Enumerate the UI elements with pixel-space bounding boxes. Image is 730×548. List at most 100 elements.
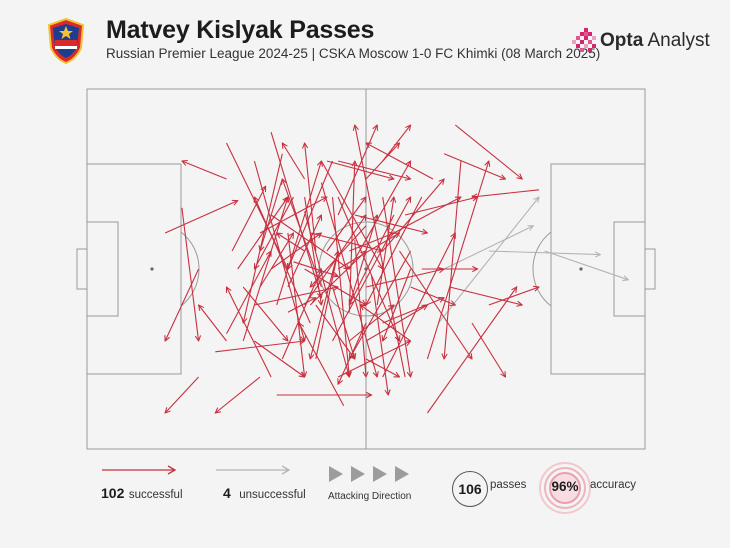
successful-pass-arrow bbox=[181, 207, 199, 341]
successful-pass-arrow bbox=[348, 161, 355, 313]
successful-pass-arrow bbox=[287, 298, 316, 313]
successful-pass-arrow bbox=[349, 250, 412, 359]
successful-pass-arrow bbox=[215, 376, 261, 413]
successful-pass-arrow bbox=[270, 233, 321, 270]
successful-pass-arrow bbox=[366, 196, 423, 305]
successful-pass-arrow bbox=[337, 233, 399, 270]
successful-pass-arrow bbox=[382, 233, 456, 378]
unsuccessful-stat: 4 unsuccessful bbox=[223, 485, 306, 503]
left-penalty-arc bbox=[180, 231, 200, 307]
brand: Opta Analyst bbox=[568, 26, 710, 56]
successful-count: 102 bbox=[101, 485, 125, 501]
successful-pass-arrow bbox=[365, 143, 400, 180]
accuracy-value: 96% bbox=[551, 479, 579, 494]
page-title: Matvey Kislyak Passes bbox=[106, 16, 375, 44]
successful-pass-arrow bbox=[348, 305, 394, 342]
left-six-yard-box bbox=[86, 221, 119, 317]
successful-pass-arrow bbox=[227, 287, 272, 378]
successful-pass-arrow bbox=[365, 358, 400, 377]
successful-pass-arrow bbox=[277, 233, 305, 252]
unsuccessful-label: unsuccessful bbox=[239, 489, 306, 501]
successful-pass-arrow bbox=[282, 143, 306, 180]
unsuccessful-count: 4 bbox=[223, 485, 231, 501]
right-penalty-spot bbox=[579, 267, 583, 271]
successful-pass-arrow bbox=[231, 186, 266, 252]
successful-pass-arrow bbox=[331, 286, 355, 359]
successful-pass-arrow bbox=[242, 286, 288, 341]
successful-pass-arrow bbox=[472, 189, 540, 197]
successful-pass-arrow bbox=[310, 250, 339, 359]
successful-pass-arrow bbox=[254, 196, 294, 269]
cska-moscow-crest-icon bbox=[47, 18, 85, 64]
left-penalty-spot bbox=[150, 267, 154, 271]
attacking-direction-label: Attacking Direction bbox=[328, 491, 412, 502]
opta-pixel-logo-icon bbox=[572, 28, 596, 52]
successful-pass-arrow bbox=[226, 142, 288, 269]
successful-pass-arrow bbox=[254, 197, 311, 324]
successful-pass-arrow bbox=[320, 182, 377, 377]
successful-pass-arrow bbox=[260, 178, 283, 251]
successful-pass-arrow bbox=[383, 268, 412, 341]
successful-pass-arrow bbox=[382, 125, 411, 162]
successful-pass-arrow bbox=[382, 298, 444, 324]
successful-pass-arrow bbox=[354, 240, 366, 377]
successful-pass-arrow bbox=[165, 376, 200, 413]
successful-pass-arrow bbox=[376, 197, 394, 306]
successful-pass-arrow bbox=[199, 305, 227, 342]
successful-pass-arrow bbox=[310, 232, 383, 251]
successful-pass-arrow bbox=[287, 215, 322, 288]
successful-pass-arrow bbox=[226, 251, 272, 335]
successful-pass-arrow bbox=[360, 305, 411, 342]
successful-pass-arrow bbox=[349, 214, 395, 305]
successful-pass-arrow bbox=[164, 201, 238, 234]
successful-pass-arrow bbox=[371, 276, 389, 395]
left-penalty-area bbox=[86, 163, 182, 375]
successful-pass-arrow bbox=[444, 160, 462, 359]
successful-pass-arrow bbox=[454, 124, 522, 179]
successful-pass-arrow bbox=[449, 286, 523, 305]
unsuccessful-pass-arrow bbox=[443, 226, 533, 270]
right-penalty-arc bbox=[532, 231, 552, 307]
unsuccessful-pass-arrow bbox=[544, 250, 629, 280]
successful-pass-arrow bbox=[259, 197, 327, 234]
header: Matvey Kislyak Passes Russian Premier Le… bbox=[0, 0, 730, 80]
successful-pass-arrow bbox=[299, 323, 345, 407]
pitch-markings bbox=[76, 88, 656, 450]
successful-pass-arrow bbox=[366, 143, 434, 180]
successful-stat: 102 successful bbox=[101, 485, 183, 503]
successful-pass-arrow bbox=[410, 286, 456, 305]
successful-pass-arrow bbox=[237, 197, 288, 270]
successful-pass-arrow bbox=[355, 125, 406, 378]
successful-pass-arrow bbox=[243, 153, 283, 323]
successful-pass-arrow bbox=[259, 233, 294, 288]
successful-pass-arrow bbox=[254, 340, 304, 377]
successful-pass-arrow bbox=[354, 214, 428, 233]
successful-pass-arrow bbox=[348, 215, 377, 306]
successful-pass-arrow bbox=[443, 153, 505, 179]
successful-pass-arrow bbox=[315, 251, 338, 360]
passes-count: 106 bbox=[458, 481, 482, 497]
unsuccessful-arrow-icon bbox=[216, 465, 291, 475]
successful-pass-arrow bbox=[382, 179, 444, 252]
successful-pass-arrow bbox=[365, 305, 427, 342]
successful-pass-arrow bbox=[399, 250, 473, 359]
accuracy-target-icon bbox=[539, 462, 591, 514]
successful-pass-arrow bbox=[349, 233, 394, 252]
successful-pass-arrow bbox=[471, 322, 506, 377]
successful-pass-arrow bbox=[332, 197, 411, 342]
unsuccessful-pass-arrow bbox=[488, 250, 601, 255]
successful-pass-arrow bbox=[282, 179, 322, 288]
successful-pass-arrow bbox=[215, 341, 304, 353]
successful-pass-arrow bbox=[254, 287, 338, 306]
successful-pass-arrow bbox=[348, 161, 410, 270]
successful-pass-arrow bbox=[426, 161, 488, 360]
successful-pass-arrow bbox=[404, 197, 478, 216]
successful-pass-arrow bbox=[293, 261, 339, 276]
successful-pass-arrow bbox=[426, 287, 516, 414]
passes-label: passes bbox=[490, 479, 527, 491]
brand-name-bold: Opta bbox=[600, 30, 644, 51]
successful-pass-arrow bbox=[165, 268, 200, 341]
successful-arrow-icon bbox=[102, 465, 177, 475]
successful-pass-arrow bbox=[288, 160, 334, 269]
left-goal bbox=[76, 248, 88, 290]
